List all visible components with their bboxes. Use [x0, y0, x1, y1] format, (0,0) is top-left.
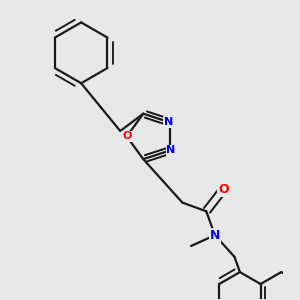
- Text: O: O: [122, 131, 131, 141]
- Text: N: N: [210, 229, 220, 242]
- Text: N: N: [167, 146, 176, 155]
- Text: N: N: [164, 117, 173, 128]
- Text: O: O: [218, 183, 229, 196]
